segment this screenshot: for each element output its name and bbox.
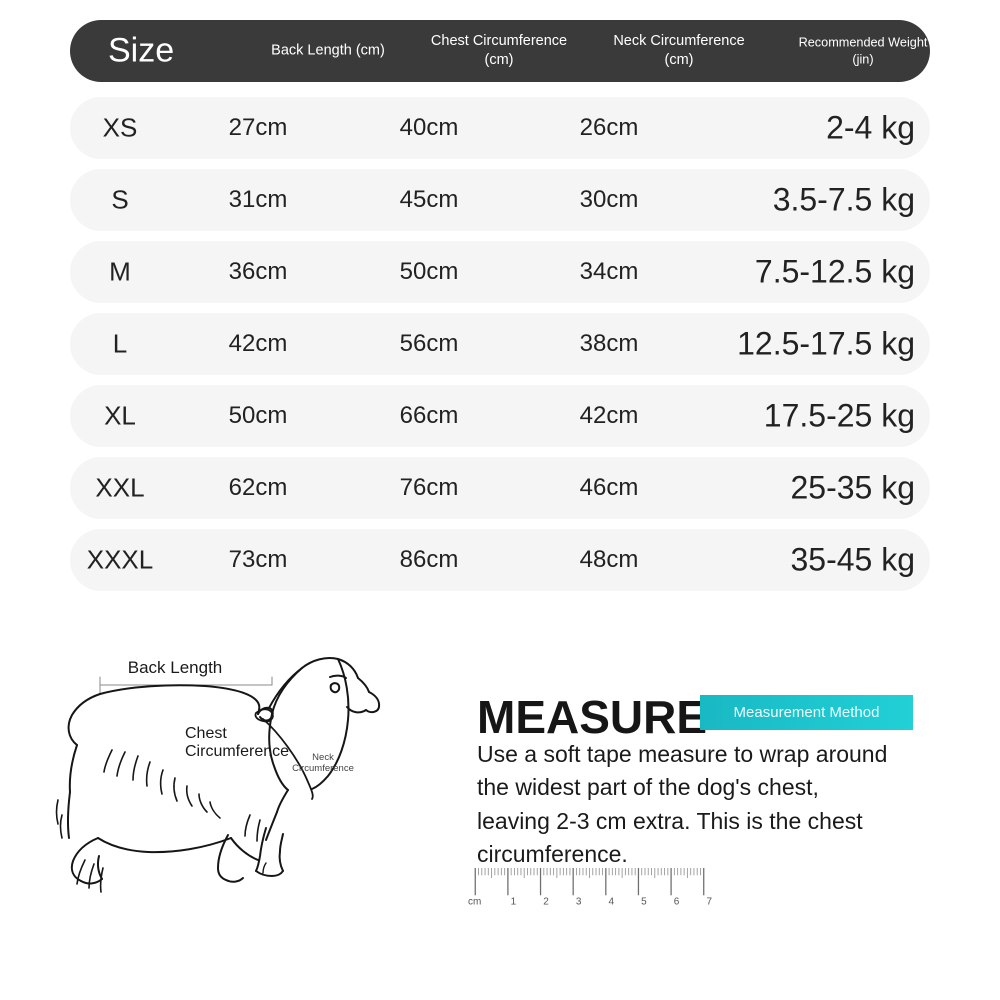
svg-text:4: 4: [609, 896, 615, 907]
svg-text:1: 1: [511, 896, 517, 907]
svg-text:6: 6: [674, 896, 680, 907]
svg-text:5: 5: [641, 896, 647, 907]
svg-text:3: 3: [576, 896, 582, 907]
svg-text:7: 7: [706, 896, 712, 907]
svg-text:2: 2: [543, 896, 549, 907]
svg-text:cm: cm: [468, 896, 481, 907]
